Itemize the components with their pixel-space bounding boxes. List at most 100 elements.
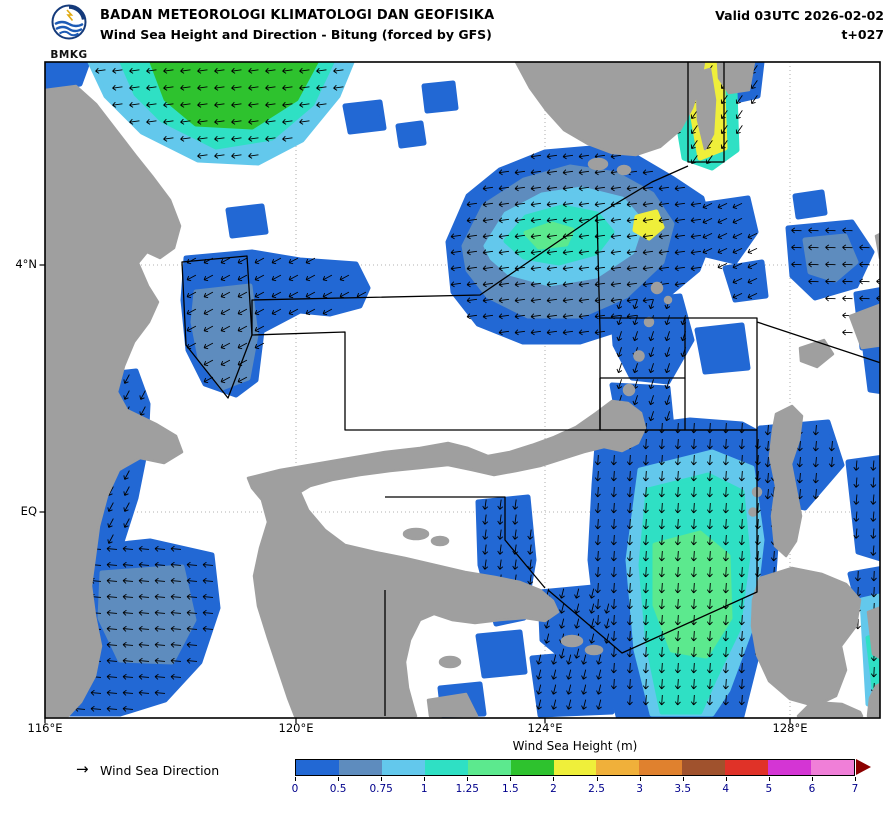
wind-arrow-icon [514, 249, 526, 256]
wind-arrow-icon [610, 470, 617, 482]
wind-arrow-icon [594, 534, 601, 546]
wind-arrow-icon [562, 217, 574, 224]
wind-arrow-icon [546, 153, 558, 160]
wind-arrow-icon [632, 299, 639, 310]
colorbar-segment [467, 760, 511, 775]
wind-arrow-icon [146, 84, 157, 91]
wind-arrow-icon [530, 217, 542, 224]
wind-arrow-icon [497, 499, 504, 510]
wind-arrow-icon [333, 67, 344, 74]
x-axis-labels: 116°E 120°E 124°E 128°E [0, 721, 895, 737]
wind-arrow-icon [738, 630, 745, 642]
wind-arrow-icon [546, 265, 558, 272]
wind-arrow-icon [197, 67, 208, 74]
wind-arrow-icon [690, 438, 697, 450]
wind-arrow-icon [642, 297, 654, 304]
wind-arrow-icon [288, 257, 299, 265]
wind-arrow-icon [604, 618, 610, 629]
wind-arrow-icon [690, 233, 702, 240]
wind-arrow-icon [610, 534, 617, 546]
wind-arrow-icon [642, 233, 654, 240]
valid-time: Valid 03UTC 2026-02-02 [715, 8, 884, 23]
wind-arrow-icon [690, 598, 697, 610]
wind-arrow-icon [738, 582, 745, 594]
wind-arrow-icon [706, 694, 713, 706]
wind-arrow-icon [562, 281, 574, 288]
wave-height-patch [652, 530, 733, 659]
wave-height-patch [694, 322, 751, 375]
wind-arrow-icon [594, 614, 601, 626]
wind-arrow-icon [265, 135, 276, 142]
wind-arrow-icon [812, 472, 819, 484]
wind-arrow-icon [876, 278, 880, 285]
wind-arrow-icon [738, 598, 745, 610]
wind-arrow-icon [333, 84, 344, 91]
wind-arrow-icon [747, 292, 758, 300]
wind-arrow-icon [658, 694, 665, 706]
wind-arrow-icon [594, 502, 601, 514]
wind-arrow-icon [791, 227, 802, 234]
zone-boundary [596, 165, 689, 216]
wind-arrow-icon [690, 646, 697, 658]
wind-arrow-icon [706, 646, 713, 658]
wind-arrow-icon [658, 614, 665, 626]
wind-arrow-icon [610, 281, 622, 288]
wind-arrow-icon [551, 699, 557, 710]
wind-arrow-icon [282, 67, 293, 74]
wind-arrow-icon [658, 502, 665, 514]
wind-arrow-icon [106, 657, 118, 664]
wind-arrow-icon [288, 274, 299, 282]
wind-arrow-icon [214, 84, 225, 91]
wind-arrow-icon [722, 486, 729, 498]
island [848, 303, 880, 350]
wind-arrow-icon [450, 265, 462, 272]
wind-arrow-icon [702, 232, 713, 240]
wind-arrow-icon [203, 325, 214, 333]
wind-arrow-icon [122, 545, 134, 552]
wind-arrow-icon [163, 101, 174, 108]
wind-arrow-icon [722, 646, 729, 658]
wind-arrow-icon [138, 641, 150, 648]
wind-arrow-icon [581, 699, 587, 710]
wind-arrow-icon [180, 101, 191, 108]
wind-arrow-icon [690, 265, 702, 272]
wind-arrow-icon [642, 454, 649, 466]
wind-arrow-icon [186, 641, 198, 648]
wind-arrow-icon [197, 118, 208, 125]
wind-arrow-icon [530, 329, 542, 336]
wind-arrow-icon [626, 486, 633, 498]
wind-arrow-icon [828, 456, 835, 468]
wind-arrow-icon [203, 359, 214, 367]
wind-arrow-icon [106, 593, 118, 600]
product-title: Wind Sea Height and Direction - Bitung (… [100, 27, 492, 42]
forecast-step: t+027 [841, 27, 884, 42]
wind-arrow-icon [466, 217, 478, 224]
colorbar-tick-label: 1.25 [455, 783, 479, 795]
wind-arrow-icon [706, 534, 713, 546]
wind-arrow-icon [706, 502, 713, 514]
wind-arrow-icon [482, 313, 494, 320]
wind-arrow-icon [717, 202, 728, 210]
wind-arrow-icon [95, 67, 106, 74]
wave-height-patch [845, 455, 880, 562]
wind-arrow-icon [546, 329, 558, 336]
wind-arrow-icon [170, 625, 182, 632]
wind-arrow-icon [664, 315, 671, 326]
wind-arrow-icon [123, 518, 130, 528]
wind-arrow-icon [237, 325, 248, 333]
wind-arrow-icon [732, 292, 743, 300]
colorbar-segment [510, 760, 554, 775]
wind-arrow-icon [482, 544, 489, 555]
wind-arrow-icon [722, 678, 729, 690]
wind-arrow-icon [642, 438, 649, 450]
wind-arrow-icon [170, 561, 182, 568]
borneo-landmass [45, 84, 184, 718]
wind-arrow-icon [870, 545, 877, 556]
wind-arrow-icon [559, 588, 565, 599]
wind-arrow-icon [690, 110, 698, 120]
y-axis-labels: 4°N EQ [0, 0, 41, 820]
wind-arrow-icon [706, 630, 713, 642]
wind-arrow-icon [112, 101, 123, 108]
halmahera-south-landmass [750, 566, 862, 708]
wind-arrow-icon [482, 529, 489, 540]
